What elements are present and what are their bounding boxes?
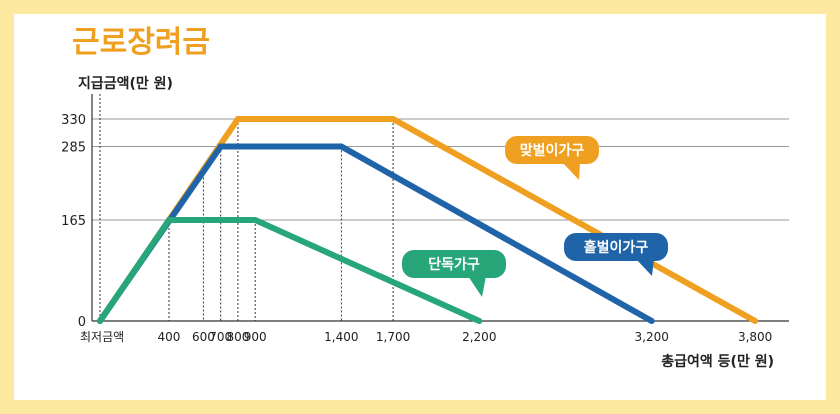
x-tick-label: 3,200	[635, 330, 669, 344]
earned-income-credit-chart: 근로장려금 지급금액(만 원) 총급여액 등(만 원) 0 165 285 330 최…	[61, 25, 789, 370]
series-line-1	[97, 143, 655, 324]
y-tick-labels: 0 165 285 330	[61, 113, 86, 330]
callout-box	[402, 250, 506, 278]
x-tick-label: 1,700	[376, 330, 410, 344]
y-axis-label: 지급금액(만 원)	[78, 75, 173, 92]
y-tick-label: 0	[78, 315, 86, 330]
callout-2: 단독가구	[402, 250, 506, 297]
chart-frame: 근로장려금 지급금액(만 원) 총급여액 등(만 원) 0 165 285 330 최…	[14, 14, 826, 400]
series-line-2	[97, 217, 483, 324]
x-tick-label: 1,400	[324, 330, 358, 344]
callout-box	[505, 136, 599, 164]
x-axis-label: 총급여액 등(만 원)	[661, 353, 774, 370]
callout-box	[564, 233, 668, 261]
x-tick-label: 600	[192, 330, 215, 344]
y-tick-label: 285	[61, 141, 86, 156]
x-tick-label: 400	[158, 330, 181, 344]
x-tick-label: 900	[244, 330, 267, 344]
x-tick-label: 700	[209, 330, 232, 344]
y-tick-label: 330	[61, 113, 86, 128]
callout-0: 맞벌이가구	[505, 136, 599, 180]
callout-1: 홑벌이가구	[564, 233, 668, 276]
callout-label: 홑벌이가구	[584, 239, 649, 256]
x-tick-label: 최저금액	[80, 330, 124, 344]
callout-tail	[562, 162, 580, 180]
series-lines	[97, 116, 759, 324]
guide-lines	[92, 94, 789, 321]
callout-label: 맞벌이가구	[520, 142, 585, 159]
x-tick-label: 2,200	[462, 330, 496, 344]
x-tick-label: 3,800	[738, 330, 772, 344]
chart-title: 근로장려금	[72, 25, 210, 60]
x-tick-label: 800	[226, 330, 249, 344]
y-tick-label: 165	[61, 214, 86, 229]
callout-tail	[468, 276, 486, 297]
axes	[91, 94, 789, 322]
callout-tail	[636, 259, 654, 276]
callout-label: 단독가구	[428, 256, 480, 273]
